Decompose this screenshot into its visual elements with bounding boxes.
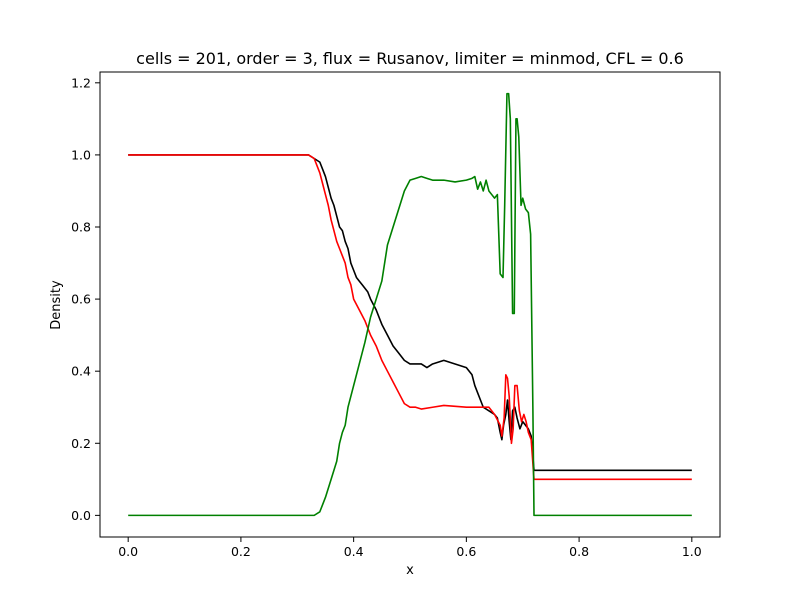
x-tick-label: 0.2 [231, 544, 251, 559]
y-tick-label: 0.4 [71, 364, 91, 379]
x-tick-label: 0.4 [344, 544, 364, 559]
y-tick-label: 0.2 [71, 436, 91, 451]
plot-frame [99, 71, 721, 538]
chart-title: cells = 201, order = 3, flux = Rusanov, … [136, 49, 684, 68]
y-tick-label: 1.0 [71, 147, 91, 162]
y-axis-ticks: 0.0 0.2 0.4 0.6 0.8 1.0 1.2 [71, 75, 100, 523]
x-axis-label: x [406, 563, 414, 578]
x-tick-label: 0.6 [456, 544, 476, 559]
x-axis-ticks: 0.0 0.2 0.4 0.6 0.8 1.0 [118, 537, 702, 559]
x-tick-label: 0.0 [118, 544, 138, 559]
series-line-3 [128, 92, 692, 517]
series-line-2 [128, 154, 692, 481]
y-tick-label: 0.8 [71, 220, 91, 235]
y-axis-label: Density [49, 280, 64, 330]
y-tick-label: 1.2 [71, 75, 91, 90]
y-tick-label: 0.0 [71, 508, 91, 523]
x-tick-label: 1.0 [682, 544, 702, 559]
x-tick-label: 0.8 [569, 544, 589, 559]
series-layer [128, 92, 692, 517]
y-tick-label: 0.6 [71, 292, 91, 307]
